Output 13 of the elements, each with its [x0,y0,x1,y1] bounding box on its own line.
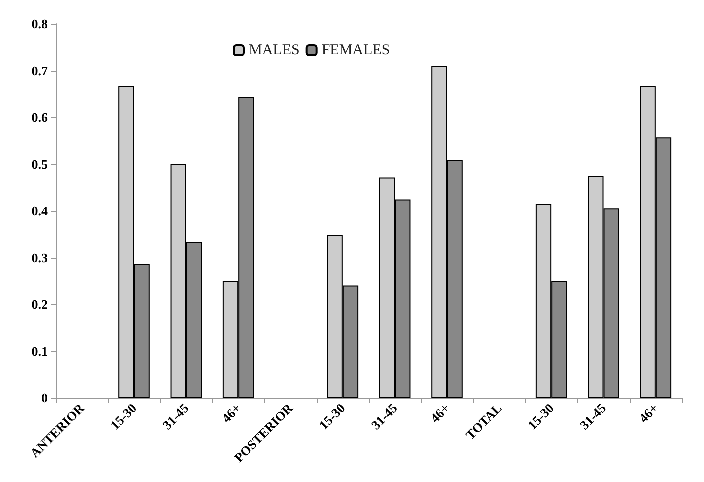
y-tick-label: 0 [42,390,48,406]
y-tick-label: 0.4 [32,204,48,218]
y-tick-label: 0.1 [32,344,48,359]
legend-label: MALES [249,42,300,58]
y-tick-label: 0.2 [32,297,48,312]
y-tick-label: 0.3 [32,250,48,266]
y-tick-label: 0.5 [32,156,48,172]
legend-label: FEMALES [322,42,390,58]
x-tick-label: 46+ [636,400,662,426]
y-tick-label: 0.8 [32,16,48,32]
y-tick-label: 0.6 [32,110,48,125]
y-tick-label: 0.7 [32,63,48,78]
x-tick-label: 46+ [428,400,453,426]
